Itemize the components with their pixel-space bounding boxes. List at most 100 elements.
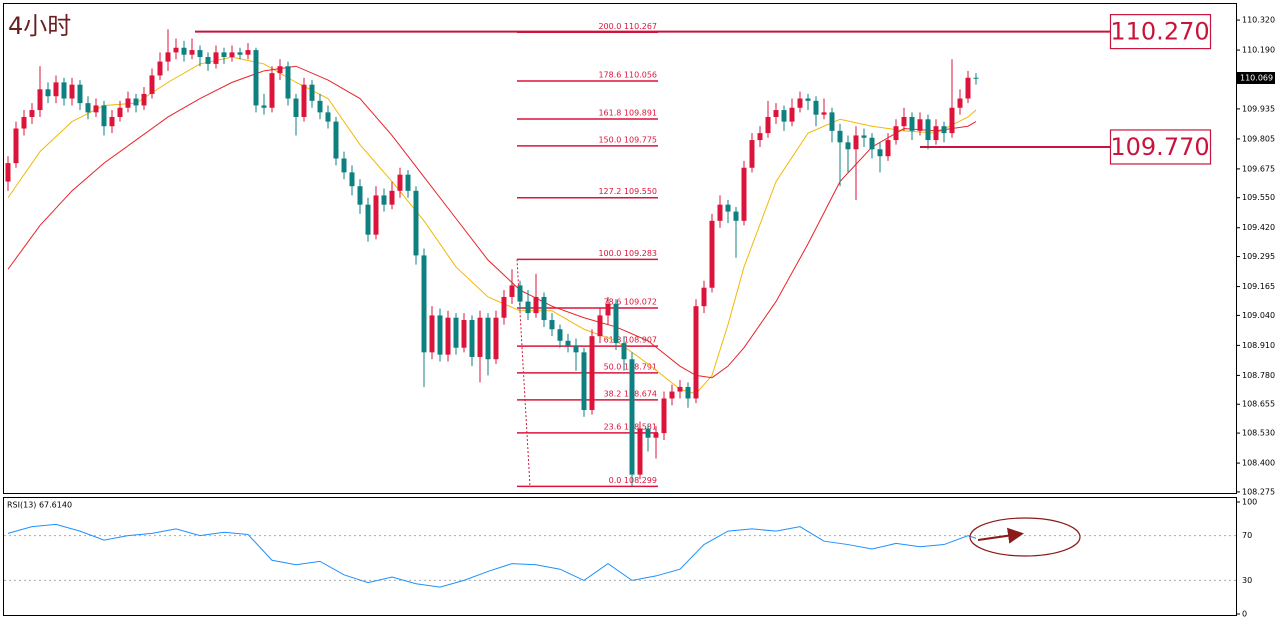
candle-body [773,110,779,117]
level-box [1109,14,1212,50]
candle-body [797,98,803,108]
fib-label: 150.0 109.775 [598,135,657,144]
candle-body [941,126,947,134]
candle-body [53,82,59,97]
y-tick-label: 109.165 [1242,282,1275,291]
y-tick-label: 30 [1242,576,1252,585]
candle-body [349,172,355,187]
y-tick-label: 109.420 [1242,223,1275,232]
candle-body [669,391,675,399]
y-tick-label: 108.530 [1242,429,1275,438]
candle-body [725,204,731,212]
fib-label: 0.0 108.299 [609,476,657,485]
candle-body [501,296,507,318]
candle-body [805,98,811,101]
y-tick-label: 0 [1242,610,1247,619]
candle-body [37,89,43,111]
y-tick-label: 70 [1242,531,1252,540]
candle-body [733,211,739,221]
y-tick-label: 108.780 [1242,371,1275,380]
candle-body [21,116,27,129]
y-tick-label: 109.675 [1242,164,1275,173]
candle-body [589,336,595,411]
fib-label: 127.2 109.550 [598,187,657,196]
candle-body [549,320,555,330]
candle-body [509,285,515,297]
fib-label: 61.8 108.907 [604,336,657,345]
level-label: 110.270 [1110,18,1209,46]
y-tick-label: 110.320 [1242,16,1275,25]
candle-body [493,317,499,360]
candle-body [213,52,219,64]
candle-body [661,398,667,434]
current-price-box [1237,71,1275,84]
candle-body [893,126,899,141]
fib-label: 161.8 109.891 [598,109,657,118]
candle-body [461,320,467,348]
candle-body [573,345,579,353]
candle-body [45,89,51,97]
candle-body [885,140,891,157]
candle-body [677,386,683,392]
fib-label: 100.0 109.283 [598,249,657,258]
highlight-ellipse [969,517,1081,557]
candle-body [877,149,883,157]
level-label: 109.770 [1110,133,1209,161]
candle-body [605,303,611,316]
candle-body [757,133,763,141]
candle-body [965,77,971,99]
trend-arrow [977,527,1024,544]
candle-body [765,116,771,134]
candle-body [829,112,835,131]
candle-body [597,315,603,337]
candle-body [109,116,115,127]
candle-body [413,190,419,256]
candle-body [861,135,867,138]
candle-body [469,320,475,357]
candle-body [821,112,827,115]
candle-body [869,137,875,150]
candle-body [69,84,75,99]
candle-body [541,296,547,321]
candle-body [533,296,539,314]
candle-body [437,315,443,355]
candle-body [173,47,179,53]
candle-body [845,142,851,150]
candle-body [973,77,979,79]
candle-body [917,119,923,131]
candle-body [781,110,787,122]
candle-body [645,428,651,438]
candle-body [93,105,99,113]
candle-body [909,116,915,131]
candle-body [293,98,299,117]
y-tick-label: 108.275 [1242,487,1275,496]
candle-body [381,195,387,205]
candle-body [901,116,907,127]
candle-body [717,204,723,221]
candle-body [205,56,211,64]
level-box [1109,129,1212,165]
candle-body [373,195,379,235]
candle-body [565,340,571,346]
candle-body [325,112,331,122]
candle-body [333,121,339,159]
candle-body [125,98,131,108]
candle-body [749,140,755,168]
rsi-line [7,523,977,588]
candle-body [101,105,107,127]
candle-body [933,126,939,141]
rsi-title: RSI(13) 67.6140 [7,501,72,510]
candle-body [421,255,427,353]
y-tick-label: 108.910 [1242,341,1275,350]
candle-body [285,66,291,99]
chart-title: 4小时 [8,12,71,40]
candle-body [445,317,451,355]
candle-body [309,84,315,101]
candle-body [253,50,259,106]
candle-body [709,220,715,288]
y-tick-label: 108.655 [1242,400,1275,409]
price-panel [3,3,1237,494]
candle-body [357,186,363,205]
candle-body [301,84,307,117]
